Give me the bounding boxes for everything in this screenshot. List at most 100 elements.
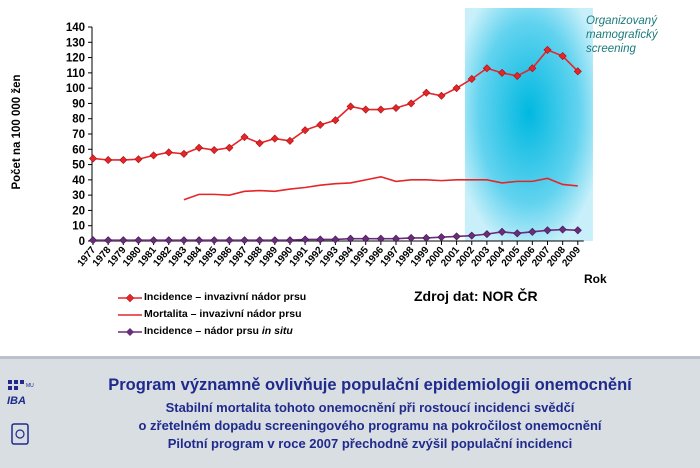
data-point-0 <box>331 116 340 125</box>
svg-text:MU: MU <box>26 383 34 389</box>
y-axis-label: Počet na 100 000 žen <box>11 74 23 189</box>
data-point-2 <box>407 233 416 242</box>
series-layer <box>88 45 582 245</box>
y-tick-label: 60 <box>72 144 85 156</box>
data-point-0 <box>407 99 416 108</box>
data-point-2 <box>422 233 431 242</box>
y-tick-label: 40 <box>72 175 85 187</box>
y-tick-label: 20 <box>72 205 85 217</box>
footer-band <box>0 356 700 468</box>
logo-icon: MU IBA <box>7 380 34 445</box>
data-point-0 <box>149 151 158 160</box>
y-axis: 0 10 20 30 40 50 60 70 80 90 100 110 120 130 140 <box>66 22 93 248</box>
data-point-2 <box>149 236 158 245</box>
legend: Incidence – invazivní nádor prsu Mortali… <box>118 290 418 341</box>
data-point-2 <box>361 234 370 243</box>
y-tick-label: 10 <box>72 221 85 233</box>
data-point-2 <box>88 236 98 245</box>
data-point-2 <box>452 232 461 241</box>
data-point-2 <box>270 236 279 245</box>
screening-annotation: Organizovaný mamografický screening <box>586 15 658 55</box>
legend-item-incidence: Incidence – invazivní nádor prsu <box>118 290 418 307</box>
legend-swatch-insitu <box>118 328 142 336</box>
data-point-0 <box>134 155 143 164</box>
data-point-2 <box>437 233 446 242</box>
data-point-2 <box>467 231 476 240</box>
data-source: Zdroj dat: NOR ČR <box>414 288 538 304</box>
data-point-0 <box>361 105 370 114</box>
legend-item-mortality: Mortalita – invazivní nádor prsu <box>118 307 418 324</box>
chart: 0 10 20 30 40 50 60 70 80 90 100 110 120 130 140 19771… <box>11 8 607 286</box>
y-tick-label: 30 <box>72 190 85 202</box>
data-point-2 <box>558 225 567 234</box>
data-point-2 <box>210 236 219 245</box>
iba-logo: MU IBA <box>6 378 34 452</box>
data-point-0 <box>498 68 507 77</box>
data-point-2 <box>543 226 552 235</box>
legend-swatch-mortality <box>118 314 142 316</box>
y-tick-label: 90 <box>72 98 85 110</box>
x-axis: 1977197819791980198119821983198419851986… <box>76 240 584 269</box>
y-tick-label: 80 <box>72 114 85 126</box>
data-point-0 <box>164 148 173 157</box>
y-tick-label: 70 <box>72 129 85 141</box>
y-tick-label: 100 <box>66 83 85 95</box>
svg-text:IBA: IBA <box>7 395 26 407</box>
data-point-0 <box>270 134 279 143</box>
data-point-0 <box>513 71 522 80</box>
data-point-2 <box>179 236 188 245</box>
data-point-2 <box>255 236 264 245</box>
data-point-2 <box>331 235 340 244</box>
data-point-2 <box>316 235 325 244</box>
data-point-0 <box>285 136 294 145</box>
data-point-0 <box>391 103 401 113</box>
legend-swatch-incidence <box>118 293 142 303</box>
data-point-0 <box>104 155 113 165</box>
y-tick-label: 110 <box>66 68 85 80</box>
data-point-0 <box>255 139 264 148</box>
data-point-0 <box>467 74 476 83</box>
data-point-0 <box>346 102 355 111</box>
series-line-1 <box>183 175 578 201</box>
data-point-0 <box>119 155 128 165</box>
data-point-0 <box>316 120 325 129</box>
x-axis-label: Rok <box>584 272 607 286</box>
y-tick-label: 0 <box>79 236 85 248</box>
data-point-2 <box>240 236 249 245</box>
x-tick-label: 2009 <box>560 245 583 269</box>
data-point-0 <box>179 149 188 158</box>
data-point-0 <box>543 45 552 54</box>
footer-line-2: o zřetelném dopadu screeningového progra… <box>138 418 602 433</box>
data-point-2 <box>573 226 582 235</box>
data-point-2 <box>195 236 204 245</box>
y-tick-label: 130 <box>66 37 85 49</box>
data-point-0 <box>195 143 204 152</box>
data-point-2 <box>119 236 128 245</box>
y-tick-label: 120 <box>66 53 85 65</box>
data-point-0 <box>482 64 491 73</box>
data-point-0 <box>210 146 219 155</box>
data-point-2 <box>346 234 355 243</box>
data-point-0 <box>422 88 431 97</box>
data-point-2 <box>513 229 522 238</box>
data-point-2 <box>225 236 234 245</box>
data-point-0 <box>225 143 234 152</box>
footer-divider <box>0 356 700 359</box>
data-point-0 <box>528 64 537 73</box>
legend-item-insitu: Incidence – nádor prsu in situ <box>118 324 418 341</box>
data-point-2 <box>164 236 173 245</box>
legend-label-insitu: Incidence – nádor prsu in situ <box>144 325 293 337</box>
data-point-2 <box>301 235 310 244</box>
data-point-2 <box>391 234 401 243</box>
data-point-0 <box>376 105 385 114</box>
data-point-0 <box>301 126 310 135</box>
data-point-0 <box>573 67 582 76</box>
data-point-2 <box>498 227 507 236</box>
footer-heading: Program významně ovlivňuje populační epi… <box>108 376 632 394</box>
data-point-2 <box>285 236 294 245</box>
data-point-2 <box>482 230 491 239</box>
data-point-2 <box>104 236 113 245</box>
data-point-0 <box>558 52 567 61</box>
data-point-0 <box>437 91 446 100</box>
screening-highlight <box>464 8 593 241</box>
